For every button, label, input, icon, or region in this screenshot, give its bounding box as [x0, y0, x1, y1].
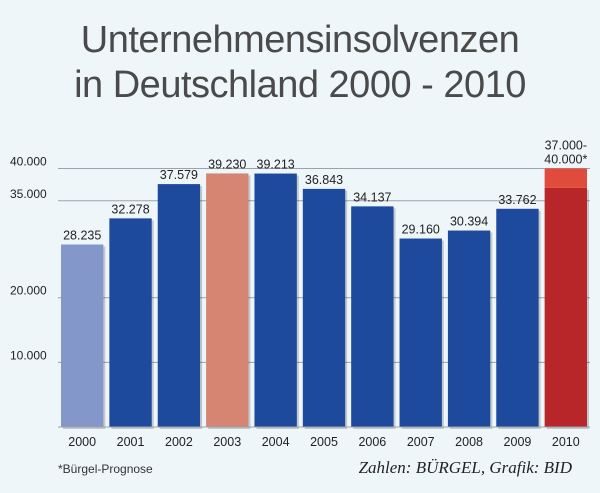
data-label: 32.278 — [111, 202, 149, 216]
source-credit: Zahlen: BÜRGEL, Grafik: BID — [358, 458, 572, 477]
x-tick-label: 2004 — [262, 435, 290, 449]
x-tick-label: 2007 — [407, 435, 435, 449]
data-label: 36.843 — [305, 173, 343, 187]
bar — [447, 230, 491, 427]
data-label: 40.000* — [544, 152, 587, 166]
y-tick-label: 40.000 — [10, 154, 47, 168]
y-tick-label: 20.000 — [10, 284, 47, 298]
data-label: 30.394 — [450, 215, 488, 229]
bar — [109, 218, 152, 427]
y-tick-label: 35.000 — [10, 187, 47, 201]
bar — [254, 173, 297, 427]
x-tick-label: 2009 — [504, 435, 532, 449]
data-label: 39.230 — [208, 157, 246, 171]
x-tick-label: 2003 — [213, 435, 241, 449]
bar — [351, 206, 394, 427]
x-tick-label: 2000 — [68, 435, 96, 449]
bar-range-segment — [544, 168, 587, 188]
x-tick-label: 2002 — [165, 435, 193, 449]
data-label: 39.213 — [257, 158, 295, 172]
x-tick-label: 2001 — [117, 435, 145, 449]
data-label: 37.579 — [160, 168, 198, 182]
data-label: 37.000- — [545, 138, 587, 152]
bar — [206, 173, 249, 427]
bar — [302, 188, 346, 427]
bar — [399, 238, 442, 427]
chart-title-line-2: in Deutschland 2000 - 2010 — [74, 64, 526, 106]
data-label: 33.762 — [498, 193, 536, 207]
bar — [61, 244, 104, 427]
x-tick-label: 2008 — [455, 435, 483, 449]
bar — [544, 187, 587, 427]
bar — [496, 208, 539, 427]
footnote: *Bürgel-Prognose — [58, 462, 153, 476]
data-label: 34.137 — [353, 190, 391, 204]
x-tick-label: 2010 — [552, 435, 580, 449]
y-tick-label: 10.000 — [10, 348, 47, 362]
data-label: 29.160 — [402, 223, 440, 237]
bar — [157, 184, 201, 427]
data-label: 28.235 — [63, 229, 101, 243]
chart-title-line-1: Unternehmensinsolvenzen — [80, 19, 520, 61]
x-tick-label: 2006 — [358, 435, 386, 449]
x-tick-label: 2005 — [310, 435, 338, 449]
